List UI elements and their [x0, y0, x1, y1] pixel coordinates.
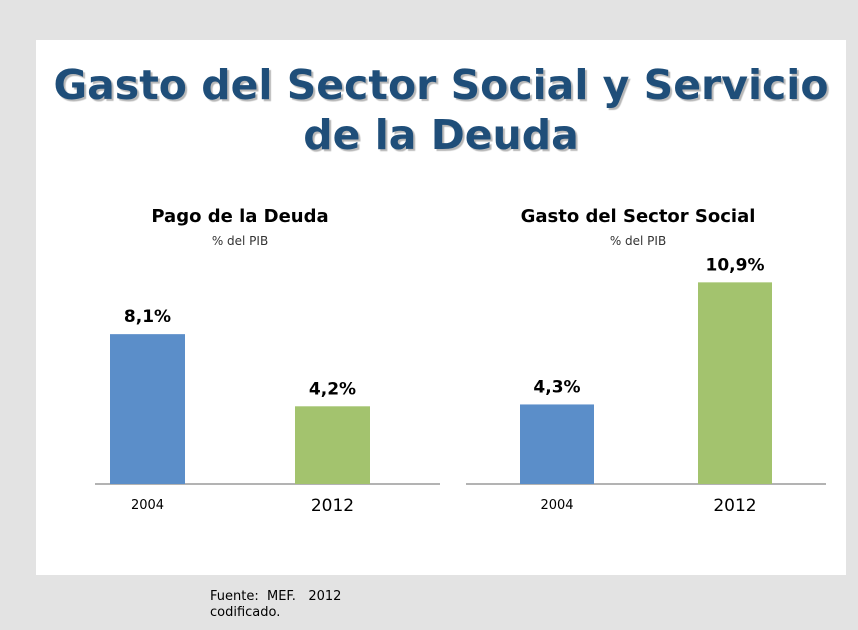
chart-1-bar-2004 [110, 334, 185, 484]
page-title-line-2: de la Deuda [303, 111, 579, 159]
chart-2-tick-label-2004: 2004 [540, 498, 573, 513]
page-title: Gasto del Sector Social y Servicio de la… [36, 60, 846, 160]
page-title-line-1: Gasto del Sector Social y Servicio [53, 61, 829, 109]
chart-1-title: Pago de la Deuda [151, 206, 328, 227]
chart-1-bar-2012 [295, 406, 370, 484]
chart-2-data-label-2004: 4,3% [533, 377, 580, 397]
source-note-line-1: Fuente: MEF. 2012 [210, 589, 342, 604]
source-note: Fuente: MEF. 2012 codificado. [210, 589, 341, 621]
chart-1-data-label-2012: 4,2% [309, 379, 356, 399]
chart-2-bar-2004 [520, 404, 594, 484]
source-note-line-2: codificado. [210, 605, 281, 620]
chart-2-subtitle: % del PIB [610, 234, 666, 248]
chart-1-tick-label-2012: 2012 [311, 496, 354, 516]
chart-2-title: Gasto del Sector Social [521, 206, 756, 227]
chart-2-bar-2012 [698, 282, 772, 484]
chart-1-subtitle: % del PIB [212, 234, 268, 248]
chart-1-tick-label-2004: 2004 [131, 498, 164, 513]
chart-1-data-label-2004: 8,1% [124, 307, 171, 327]
chart-2-data-label-2012: 10,9% [706, 255, 765, 275]
chart-2-tick-label-2012: 2012 [713, 496, 756, 516]
